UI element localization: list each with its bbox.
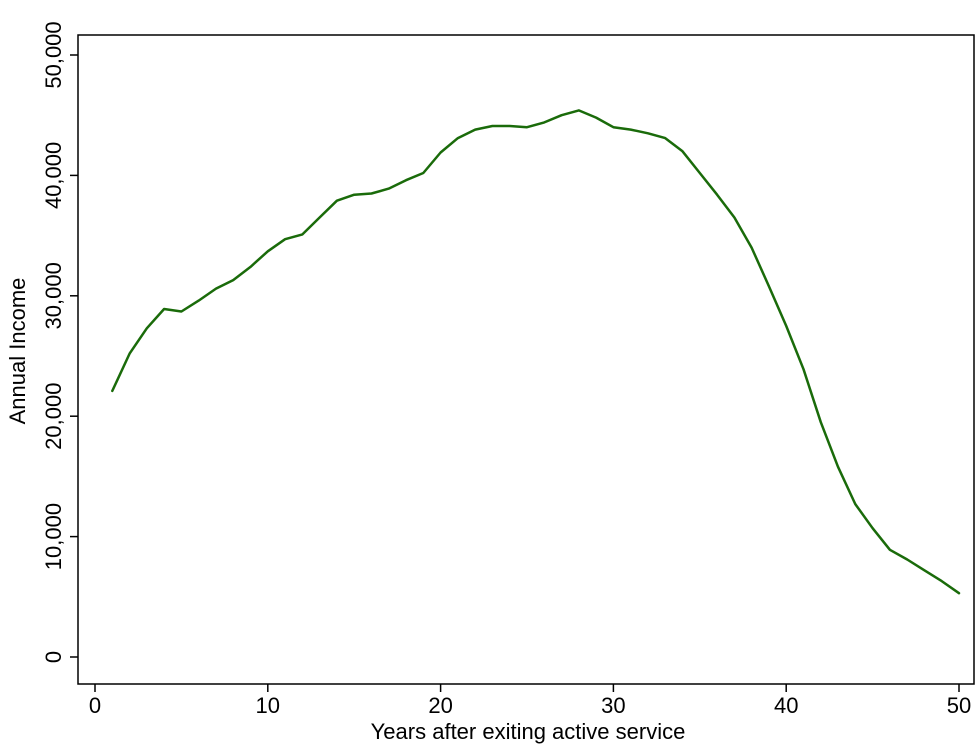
data-point <box>422 172 424 174</box>
data-point <box>180 310 182 312</box>
data-point <box>491 125 493 127</box>
data-point <box>163 308 165 310</box>
data-point <box>250 266 252 268</box>
data-point <box>595 117 597 119</box>
data-point <box>612 126 614 128</box>
data-point <box>232 279 234 281</box>
data-point <box>319 217 321 219</box>
data-point <box>388 188 390 190</box>
x-axis: 0 10 20 30 40 50 <box>89 684 971 718</box>
x-tick-label: 50 <box>947 693 971 718</box>
data-point <box>872 527 874 529</box>
data-series <box>111 109 960 594</box>
data-point <box>630 129 632 131</box>
series-line <box>112 110 959 593</box>
data-point <box>526 126 528 128</box>
data-point <box>370 192 372 194</box>
data-point <box>267 250 269 252</box>
plot-area-frame <box>78 35 974 684</box>
data-point <box>440 152 442 154</box>
data-point <box>906 558 908 560</box>
data-point <box>664 137 666 139</box>
data-point <box>509 125 511 127</box>
data-point <box>733 217 735 219</box>
y-tick-label: 30,000 <box>41 262 66 329</box>
data-point <box>941 580 943 582</box>
data-point <box>958 592 960 594</box>
data-point <box>301 233 303 235</box>
data-point <box>699 172 701 174</box>
x-tick-label: 30 <box>601 693 625 718</box>
data-point <box>561 114 563 116</box>
data-point <box>353 194 355 196</box>
data-point <box>284 238 286 240</box>
data-point <box>111 390 113 392</box>
data-point <box>647 132 649 134</box>
data-point <box>215 288 217 290</box>
y-tick-label: 0 <box>41 651 66 663</box>
y-tick-label: 50,000 <box>41 21 66 88</box>
data-point <box>802 368 804 370</box>
y-tick-label: 40,000 <box>41 142 66 209</box>
data-point <box>578 109 580 111</box>
data-point <box>129 353 131 355</box>
y-tick-label: 20,000 <box>41 383 66 450</box>
data-point <box>716 194 718 196</box>
data-point <box>474 129 476 131</box>
data-point <box>198 300 200 302</box>
data-point <box>785 325 787 327</box>
data-point <box>923 569 925 571</box>
data-point <box>768 285 770 287</box>
y-tick-label: 10,000 <box>41 503 66 570</box>
data-point <box>543 121 545 123</box>
y-axis-title: Annual Income <box>5 278 30 425</box>
data-point <box>336 200 338 202</box>
data-point <box>820 421 822 423</box>
x-tick-label: 20 <box>428 693 452 718</box>
data-point <box>146 327 148 329</box>
y-axis: 0 10,000 20,000 30,000 40,000 50,000 <box>41 21 78 663</box>
x-tick-label: 0 <box>89 693 101 718</box>
data-point <box>682 150 684 152</box>
data-point <box>405 179 407 181</box>
data-point <box>854 503 856 505</box>
data-point <box>889 549 891 551</box>
x-tick-label: 40 <box>774 693 798 718</box>
data-point <box>837 466 839 468</box>
data-point <box>457 137 459 139</box>
x-axis-title: Years after exiting active service <box>371 719 686 744</box>
data-point <box>751 247 753 249</box>
x-tick-label: 10 <box>256 693 280 718</box>
